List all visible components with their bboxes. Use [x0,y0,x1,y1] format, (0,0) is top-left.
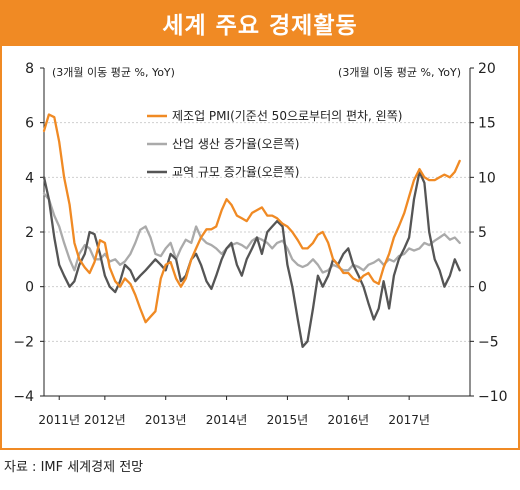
right-tick-label-0: −10 [478,389,508,405]
series-layer [42,113,461,348]
right-tick-label-2: 0 [478,280,487,296]
legend-label-pmi: 제조업 PMI(기준선 50으로부터의 편차, 왼쪽) [172,109,402,123]
left-tick-label-4: 4 [25,170,34,186]
x-tick-label-0: 2011년 [38,413,80,427]
left-tick-label-5: 6 [25,116,34,132]
right-tick-label-3: 5 [478,225,487,241]
chart-title: 세계 주요 경제활동 [162,13,358,39]
legend-label-trade: 교역 규모 증가율(오른쪽) [172,165,299,179]
x-tick-label-5: 2016년 [327,413,369,427]
right-tick-label-6: 20 [478,61,496,77]
x-tick-label-1: 2012년 [84,413,126,427]
legend-label-industrial: 산업 생산 증가율(오른쪽) [172,137,299,151]
left-axis-ticks: −4 −2 0 2 4 6 8 [13,61,44,405]
x-tick-label-6: 2017년 [388,413,430,427]
x-axis-ticks: 2011년 2012년 2013년 2014년 2015년 2016년 2017년 [38,396,430,427]
x-tick-label-2: 2013년 [145,413,187,427]
right-axis-ticks: −10 −5 0 5 10 15 20 [470,61,508,405]
legend: 제조업 PMI(기준선 50으로부터의 편차, 왼쪽) 산업 생산 증가율(오른… [147,109,402,179]
source-note: 자료 : IMF 세계경제 전망 [4,460,144,475]
left-tick-label-1: −2 [13,334,34,350]
series-line-trade [42,170,461,348]
title-bar: 세계 주요 경제활동 [0,0,520,46]
right-tick-label-1: −5 [478,334,499,350]
right-axis-unit: (3개월 이동 평균 %, YoY) [338,66,461,79]
series-line-industrial [42,192,461,274]
grid [44,122,470,342]
chart-frame [0,0,520,450]
right-tick-label-5: 15 [478,116,496,132]
left-tick-label-6: 8 [25,61,34,77]
left-tick-label-3: 2 [25,225,34,241]
series-line-pmi [42,113,461,324]
left-tick-label-2: 0 [25,280,34,296]
x-tick-label-4: 2015년 [267,413,309,427]
right-tick-label-4: 10 [478,170,496,186]
x-tick-label-3: 2014년 [206,413,248,427]
left-axis-unit: (3개월 이동 평균 %, YoY) [52,66,175,79]
left-tick-label-0: −4 [13,389,34,405]
